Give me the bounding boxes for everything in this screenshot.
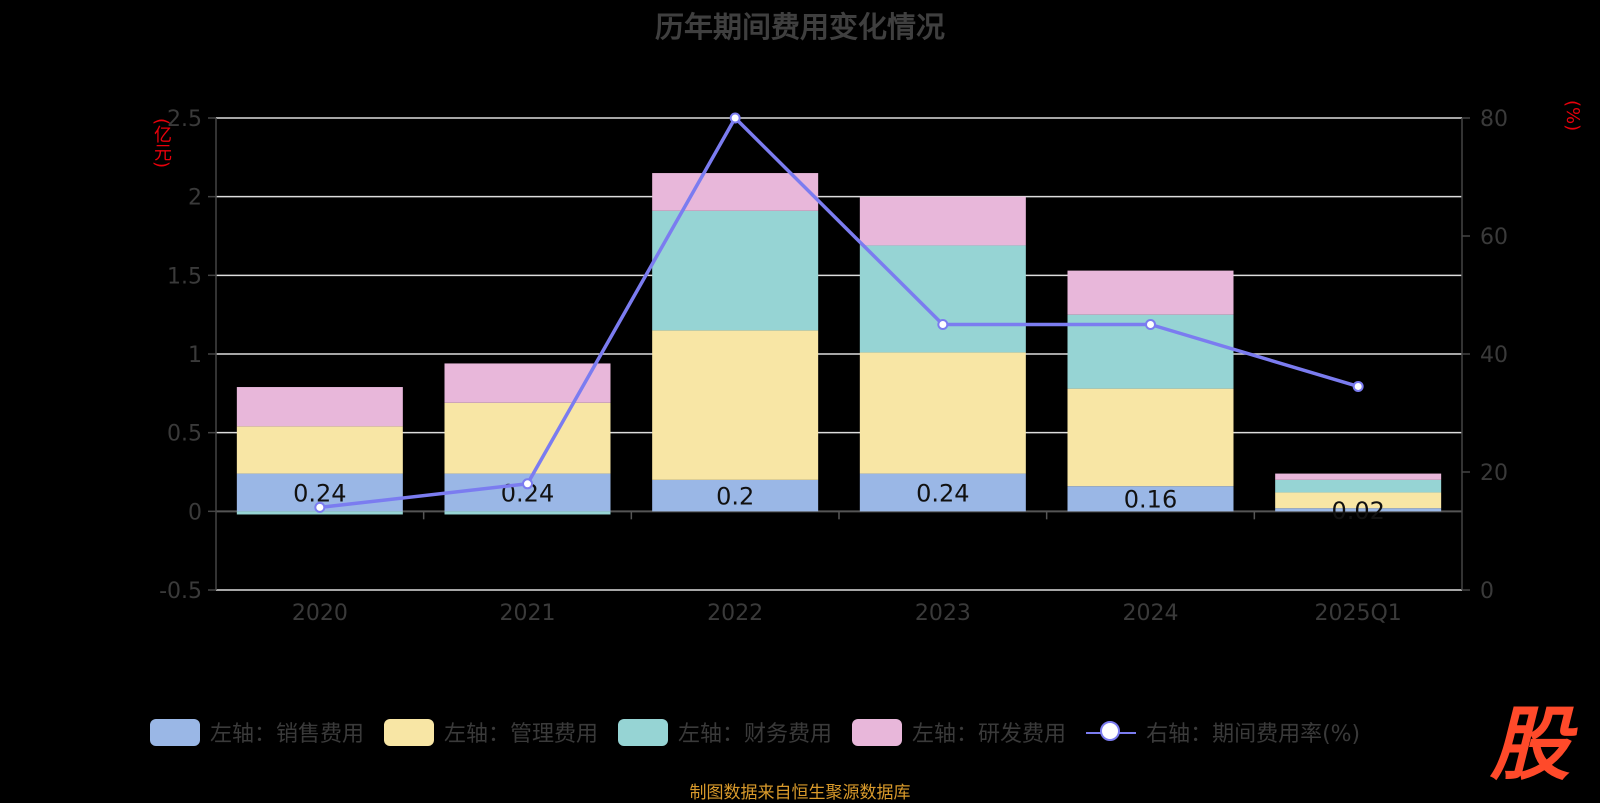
x-axis-tick-label: 2024	[1123, 601, 1179, 626]
rate-point	[1352, 380, 1364, 392]
rate-point	[729, 112, 741, 124]
right-axis-tick-label: 80	[1480, 107, 1508, 132]
bar-rnd	[1067, 270, 1234, 315]
legend-label-admin: 左轴：管理费用	[444, 722, 599, 747]
x-axis-tick-label: 2020	[292, 601, 348, 626]
legend-label-rate: 右轴：期间费用率(%)	[1146, 722, 1361, 747]
bar-sales	[1067, 486, 1234, 512]
legend-swatch-admin	[384, 718, 435, 746]
right-axis-tick-label: 60	[1480, 225, 1508, 250]
bar-sales	[859, 473, 1026, 512]
left-axis-tick-label: 2.5	[167, 107, 202, 132]
bar-finance	[859, 245, 1026, 353]
legend-item-rnd[interactable]: 左轴：研发费用	[852, 716, 1066, 748]
legend-item-sales[interactable]: 左轴：销售费用	[150, 716, 364, 748]
bar-data-label: 0.24	[916, 479, 969, 507]
right-axis-tick-label: 40	[1480, 343, 1508, 368]
bar-finance	[1275, 479, 1442, 493]
left-axis-unit: (亿元)	[151, 118, 172, 169]
right-axis-tick-label: 20	[1480, 461, 1508, 486]
rate-line	[319, 116, 1359, 510]
bar-sales	[1275, 508, 1442, 512]
source-note: 制图数据来自恒生聚源数据库	[689, 783, 911, 803]
bar-admin	[652, 330, 819, 480]
left-axis-tick-label: 1	[188, 343, 202, 368]
left-axis-tick-label: 2	[188, 186, 202, 211]
bar-rnd	[652, 173, 819, 211]
left-axis-tick-label: -0.5	[159, 579, 202, 604]
left-axis-tick-label: 0.5	[167, 422, 202, 447]
bar-admin	[236, 426, 403, 474]
legend-item-rate[interactable]: 右轴：期间费用率(%)	[1086, 716, 1360, 748]
rate-point	[522, 478, 533, 490]
legend-swatch-sales	[150, 718, 200, 746]
legend-line-rate	[1086, 719, 1137, 746]
bar-rnd	[859, 196, 1026, 246]
legend-label-finance: 左轴：财务费用	[678, 722, 833, 747]
legend-swatch-finance	[618, 718, 669, 746]
bar-finance	[236, 511, 403, 515]
bar-admin	[1067, 388, 1234, 487]
right-axis-tick-label: 0	[1480, 579, 1494, 604]
bar-data-label: 0.02	[1331, 497, 1384, 525]
rate-point	[1145, 319, 1156, 330]
x-axis-tick-label: 2025Q1	[1315, 601, 1402, 626]
legend-label-sales: 左轴：销售费用	[210, 722, 365, 747]
rate-point	[314, 501, 326, 513]
x-axis-tick-label: 2021	[500, 601, 556, 626]
bar-admin	[444, 402, 611, 474]
chart-title: 历年期间费用变化情况	[654, 10, 945, 44]
right-axis-unit: (%)	[1562, 100, 1583, 132]
left-axis-tick-label: 1.5	[167, 264, 202, 289]
bar-sales	[652, 479, 819, 512]
bar-admin	[859, 352, 1026, 474]
legend-label-rnd: 左轴：研发费用	[912, 722, 1067, 747]
bar-finance	[444, 511, 611, 515]
left-axis-tick-label: 0	[188, 500, 202, 525]
bar-data-label: 0.16	[1124, 486, 1177, 514]
legend-item-finance[interactable]: 左轴：财务费用	[618, 716, 832, 748]
bar-admin	[1275, 492, 1442, 509]
bar-rnd	[236, 387, 403, 427]
x-axis-tick-label: 2023	[915, 601, 971, 626]
brand-logo: 股	[1490, 698, 1570, 791]
rate-point	[937, 319, 949, 330]
x-axis-tick-label: 2022	[707, 601, 763, 626]
bar-rnd	[1275, 473, 1442, 480]
bar-data-label: 0.2	[716, 483, 754, 511]
legend: 左轴：销售费用 左轴：管理费用 左轴：财务费用 左轴：研发费用 右轴：期间费用率…	[150, 716, 1380, 748]
legend-item-admin[interactable]: 左轴：管理费用	[384, 716, 598, 748]
legend-swatch-rnd	[852, 718, 903, 746]
bar-finance	[652, 210, 819, 331]
